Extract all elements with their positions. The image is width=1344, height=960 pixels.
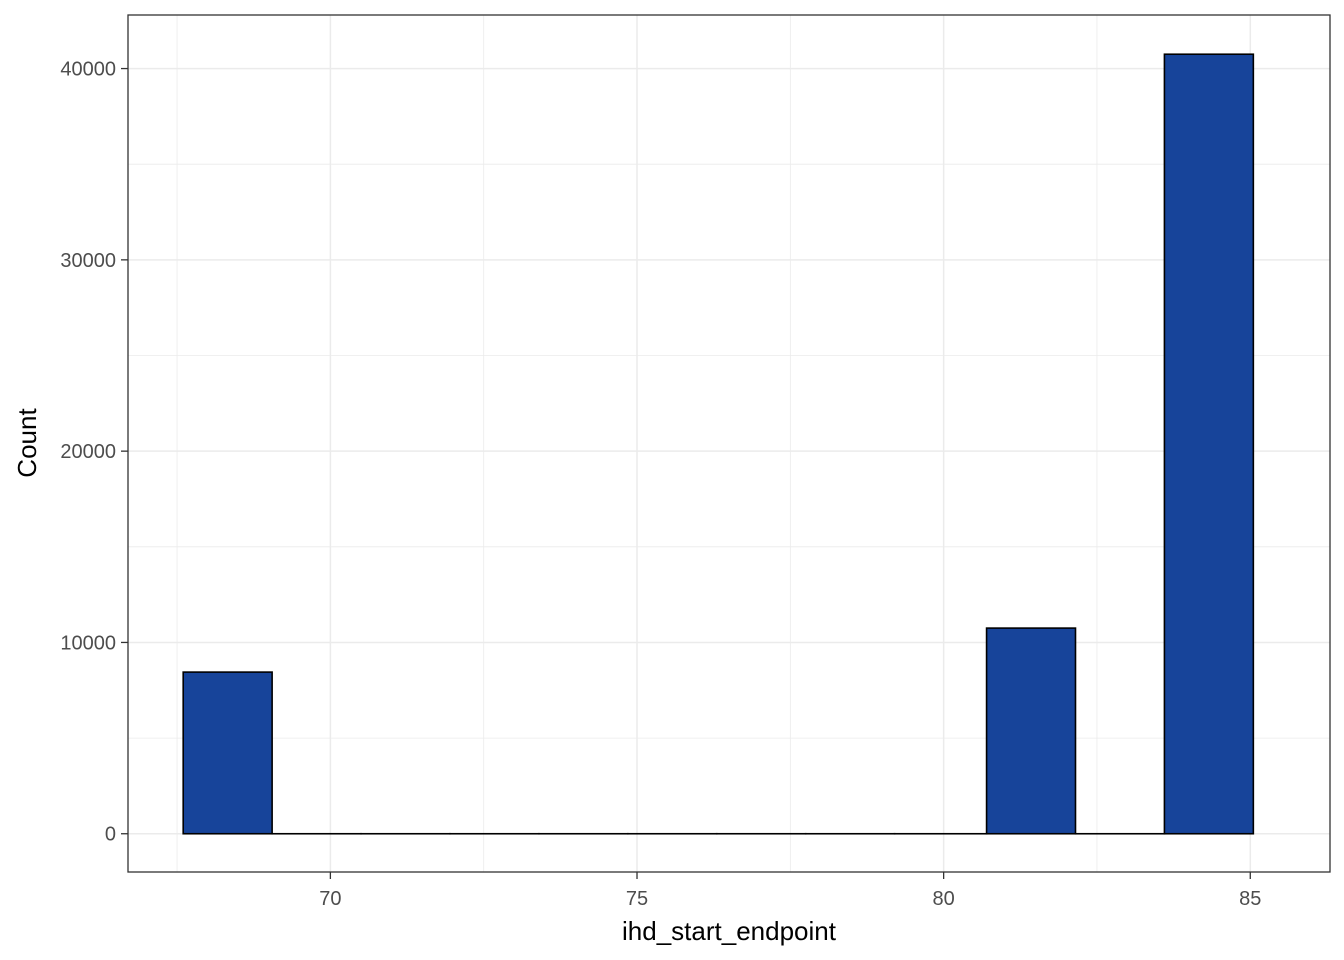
histogram-bars [182, 53, 1255, 835]
y-tick-label: 10000 [60, 632, 116, 654]
y-tick-label: 30000 [60, 250, 116, 272]
y-axis-title: Count [12, 408, 42, 478]
histogram-bar [182, 671, 273, 835]
x-tick-label: 80 [933, 888, 955, 910]
x-axis: 70 75 80 85 [319, 872, 1261, 910]
y-tick-label: 40000 [60, 59, 116, 81]
x-axis-title: ihd_start_endpoint [622, 916, 837, 946]
grid-minor [128, 15, 1330, 872]
histogram-bar [1163, 53, 1255, 835]
x-tick-label: 85 [1239, 888, 1261, 910]
x-tick-label: 75 [626, 888, 648, 910]
plot-background [128, 15, 1330, 872]
histogram-bar [985, 627, 1077, 835]
y-tick-label: 0 [105, 824, 116, 846]
x-tick-label: 70 [319, 888, 341, 910]
panel-border [127, 14, 1331, 873]
y-tick-label: 20000 [60, 441, 116, 463]
y-axis: 0 10000 20000 30000 40000 [60, 59, 128, 846]
